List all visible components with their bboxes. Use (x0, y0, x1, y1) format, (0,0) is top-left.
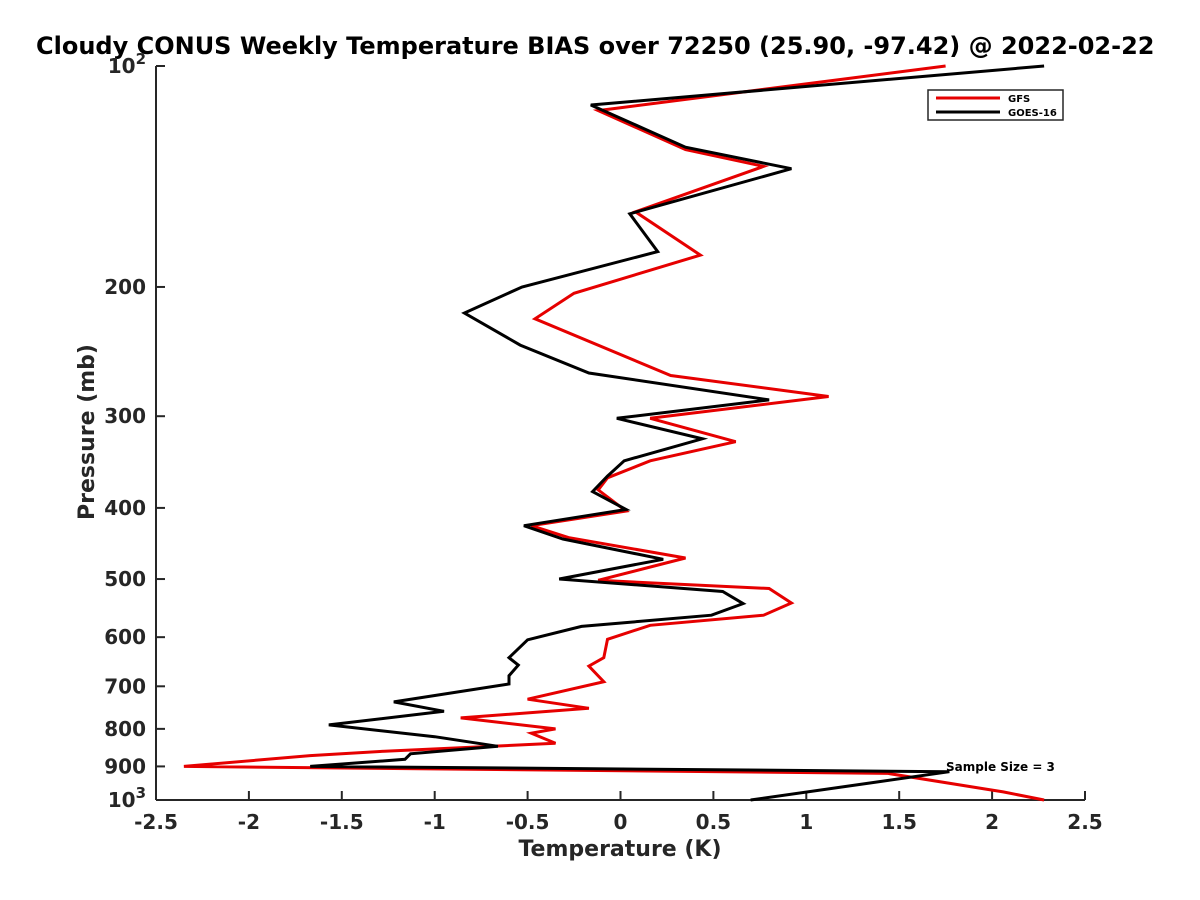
x-tick-label: 1 (799, 810, 813, 834)
y-tick-label: 700 (104, 674, 146, 698)
x-tick-label: 2.5 (1067, 810, 1102, 834)
legend: GFS GOES-16 (927, 89, 1064, 121)
x-axis-label: Temperature (K) (518, 837, 721, 862)
y-tick-label: 300 (104, 404, 146, 428)
x-tick-label: -1.5 (320, 810, 364, 834)
y-tick-label: 600 (104, 625, 146, 649)
y-tick-label: 400 (104, 496, 146, 520)
x-tick-label: -0.5 (506, 810, 550, 834)
y-tick-label: 103 (108, 784, 146, 812)
x-tick-label: -2.5 (134, 810, 178, 834)
y-tick-label: 200 (104, 275, 146, 299)
legend-label: GFS (1008, 94, 1030, 105)
legend-label: GOES-16 (1008, 108, 1057, 119)
y-tick-label: 500 (104, 567, 146, 591)
y-tick-label: 102 (108, 50, 146, 78)
axes: -2.5 -2 -1.5 -1 -0.5 0 0.5 1 1.5 2 2.5 102 200 300 400… (104, 50, 1102, 834)
x-tick-label: 2 (985, 810, 999, 834)
x-tick-label: 0.5 (696, 810, 731, 834)
sample-size-annotation: Sample Size = 3 (946, 760, 1055, 774)
chart-title: Cloudy CONUS Weekly Temperature BIAS ove… (36, 32, 1154, 60)
x-tick-label: -1 (424, 810, 446, 834)
legend-box (927, 89, 1064, 121)
x-tick-label: -2 (238, 810, 260, 834)
plot-lines (183, 64, 1045, 802)
series-line-goes-16 (310, 64, 1045, 802)
y-tick-label: 800 (104, 717, 146, 741)
series-line-gfs (183, 64, 1045, 802)
x-tick-label: 0 (614, 810, 628, 834)
x-tick-label: 1.5 (881, 810, 916, 834)
y-axis-label: Pressure (mb) (75, 344, 100, 520)
y-tick-label: 900 (104, 754, 146, 778)
